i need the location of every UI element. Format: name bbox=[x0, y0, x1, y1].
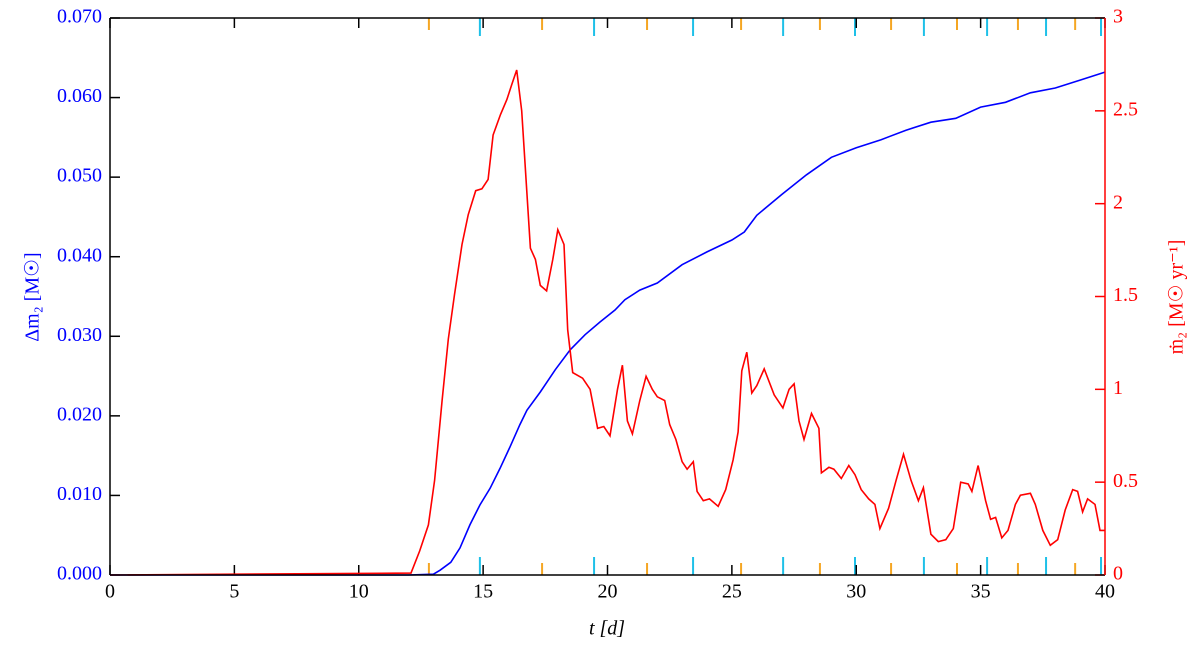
x-tick-label: 10 bbox=[349, 581, 369, 603]
x-tick-label: 20 bbox=[598, 581, 618, 603]
y2-axis-label: ṁ₂ [M☉ yr⁻¹] bbox=[1166, 240, 1188, 355]
y-tick-label: 0.000 bbox=[57, 563, 102, 585]
x-axis-label: t [d] bbox=[589, 618, 625, 640]
y-tick-label: 0.020 bbox=[57, 403, 102, 425]
x-tick-label: 30 bbox=[846, 581, 866, 603]
y-tick-label: 0.060 bbox=[57, 85, 102, 107]
x-tick-label: 15 bbox=[473, 581, 493, 603]
y-tick-label: 0.030 bbox=[57, 324, 102, 346]
y-tick-label: 0.040 bbox=[57, 244, 102, 266]
y-tick-label: 0.070 bbox=[57, 6, 102, 28]
y-tick-label: 0.010 bbox=[57, 483, 102, 505]
x-tick-label: 5 bbox=[229, 581, 239, 603]
x-tick-label: 40 bbox=[1095, 581, 1115, 603]
y-tick-label: 0.050 bbox=[57, 165, 102, 187]
x-tick-label: 0 bbox=[105, 581, 115, 603]
y2-tick-label: 2.5 bbox=[1113, 98, 1138, 120]
y2-tick-label: 3 bbox=[1113, 6, 1123, 28]
y2-tick-label: 1.5 bbox=[1113, 284, 1138, 306]
x-tick-label: 35 bbox=[971, 581, 991, 603]
data-line bbox=[110, 71, 1106, 576]
x-tick-label: 25 bbox=[722, 581, 742, 603]
y2-tick-label: 1 bbox=[1113, 377, 1123, 399]
y2-tick-label: 0.5 bbox=[1113, 470, 1138, 492]
y-axis-label: Δm₂ [M☉] bbox=[22, 252, 44, 341]
y2-tick-label: 0 bbox=[1113, 563, 1123, 585]
data-line bbox=[109, 69, 1105, 576]
y2-tick-label: 2 bbox=[1113, 191, 1123, 213]
